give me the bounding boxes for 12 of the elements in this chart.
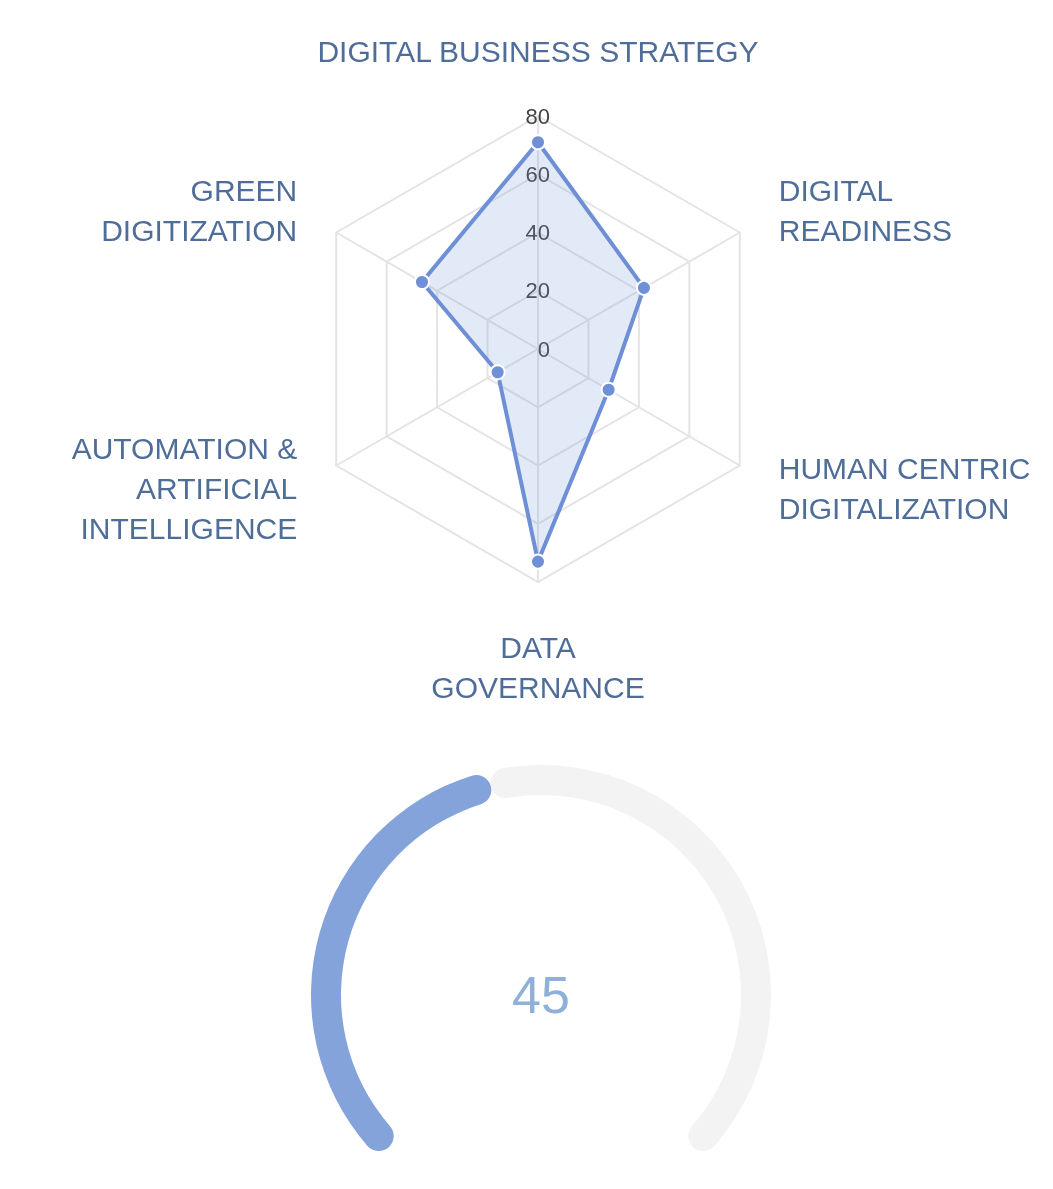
spoke-label: DIGITAL READINESS bbox=[778, 173, 953, 247]
spoke-label: DIGITAL BUSINESS STRATEGY bbox=[317, 34, 759, 68]
y-tick-label: 40 bbox=[525, 220, 550, 245]
y-tick-label: 60 bbox=[525, 161, 550, 187]
spoke-label: GREEN DIGITIZATION bbox=[101, 173, 298, 247]
spoke-label: AUTOMATION & ARTIFICIAL INTELLIGENCE bbox=[71, 431, 298, 545]
y-tick-label: 20 bbox=[525, 278, 550, 304]
data-label: 45 bbox=[512, 966, 570, 1024]
spoke-label: HUMAN CENTRIC DIGITALIZATION bbox=[778, 451, 1031, 525]
y-tick-label: 80 bbox=[525, 103, 550, 129]
y-tick-label: 0 bbox=[537, 336, 550, 362]
spoke-label: DATA GOVERNANCE bbox=[431, 630, 645, 704]
